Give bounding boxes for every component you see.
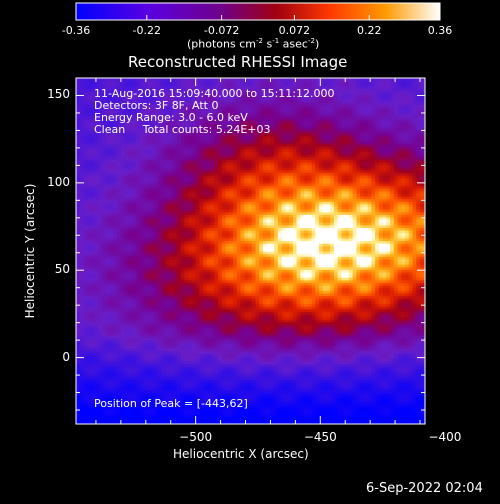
colorbar [76,3,440,20]
